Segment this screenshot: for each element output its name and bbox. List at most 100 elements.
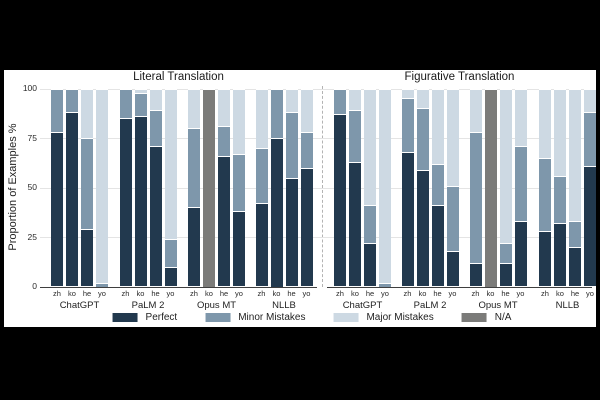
bar-segment-perfect bbox=[416, 169, 429, 287]
x-tick-label-ko: ko bbox=[272, 289, 281, 298]
bar-segment-minor bbox=[584, 112, 596, 166]
x-tick-label-he: he bbox=[433, 289, 442, 298]
bar-segment-minor bbox=[539, 157, 551, 232]
y-tick-label-25: 25 bbox=[27, 231, 37, 242]
bar-segment-minor bbox=[218, 126, 230, 156]
x-tick-label-zh: zh bbox=[257, 289, 266, 298]
group-label-opus-mt: Opus MT bbox=[196, 300, 237, 311]
bar-segment-major bbox=[349, 88, 361, 111]
bar-segment-major bbox=[499, 88, 512, 243]
x-tick-label-yo: yo bbox=[166, 289, 175, 298]
group-label-opus-mt: Opus MT bbox=[478, 300, 518, 311]
bar-segment-perfect bbox=[255, 203, 268, 287]
bar-segment-perfect bbox=[499, 262, 512, 287]
bar-segment-minor bbox=[379, 282, 391, 287]
x-tick-label-ko: ko bbox=[136, 289, 145, 298]
panel-divider bbox=[322, 86, 323, 287]
x-tick-label-ko: ko bbox=[68, 289, 76, 298]
group-label-chatgpt: ChatGPT bbox=[59, 300, 100, 311]
bar-segment-major bbox=[218, 88, 230, 127]
bar-segment-perfect bbox=[164, 266, 177, 287]
bar-segment-perfect bbox=[134, 116, 147, 287]
bar-segment-perfect bbox=[300, 167, 313, 287]
x-tick-label-yo: yo bbox=[302, 289, 311, 298]
bar-segment-perfect bbox=[218, 155, 230, 287]
y-tick-label-0: 0 bbox=[32, 281, 37, 291]
bar-segment-major bbox=[285, 88, 298, 113]
bar-segment-perfect bbox=[446, 250, 459, 287]
bar-segment-perfect bbox=[364, 242, 376, 287]
bar-segment-minor bbox=[188, 128, 200, 208]
panel-title-figurative: Figurative Translation bbox=[404, 71, 515, 83]
bar-segment-major bbox=[379, 88, 391, 283]
group-label-nllb: NLLB bbox=[555, 300, 580, 311]
bar-segment-minor bbox=[270, 88, 283, 138]
bar-segment-perfect bbox=[66, 112, 78, 287]
x-axis-spine-left bbox=[40, 286, 317, 288]
bar-segment-minor bbox=[51, 88, 63, 133]
bar-segment-minor bbox=[164, 239, 177, 267]
bar-segment-perfect bbox=[51, 132, 63, 287]
bar-segment-major bbox=[96, 88, 108, 283]
bar-segment-minor bbox=[446, 185, 459, 251]
legend-swatch-major bbox=[333, 313, 359, 322]
bar-segment-na bbox=[484, 88, 497, 287]
bar-segment-minor bbox=[81, 138, 93, 230]
bar-segment-perfect bbox=[569, 246, 581, 287]
bar-segment-major bbox=[514, 88, 527, 146]
y-tick-label-100: 100 bbox=[22, 83, 37, 93]
bar-segment-minor bbox=[514, 145, 527, 222]
bar-segment-major bbox=[539, 88, 551, 158]
panel-title-literal: Literal Translation bbox=[133, 71, 224, 83]
x-tick-label-ko: ko bbox=[486, 289, 495, 298]
bar-segment-na bbox=[203, 88, 215, 287]
x-tick-label-ko: ko bbox=[351, 289, 359, 298]
x-tick-label-zh: zh bbox=[336, 289, 344, 298]
bar-segment-minor bbox=[401, 98, 414, 152]
legend-label-perfect: Perfect bbox=[145, 312, 178, 323]
bar-segment-major bbox=[569, 88, 581, 222]
bar-segment-perfect bbox=[149, 145, 162, 287]
bar-segment-major bbox=[431, 88, 444, 164]
bar-segment-major bbox=[364, 88, 376, 206]
bar-segment-minor bbox=[134, 92, 147, 117]
bar-segment-major bbox=[81, 88, 93, 138]
bar-segment-perfect bbox=[401, 151, 414, 287]
bar-segment-major bbox=[469, 88, 482, 133]
bar-segment-minor bbox=[96, 282, 108, 287]
bar-segment-minor bbox=[416, 108, 429, 170]
bar-segment-minor bbox=[554, 175, 566, 224]
bar-segment-major bbox=[554, 88, 566, 176]
x-tick-label-yo: yo bbox=[586, 289, 594, 298]
x-tick-label-ko: ko bbox=[205, 289, 213, 298]
bar-segment-minor bbox=[334, 88, 346, 115]
legend-swatch-na bbox=[461, 313, 487, 322]
group-label-chatgpt: ChatGPT bbox=[342, 300, 383, 311]
bar-segment-minor bbox=[569, 221, 581, 247]
bar-segment-major bbox=[134, 88, 147, 93]
x-tick-label-yo: yo bbox=[98, 289, 106, 298]
bar-segment-major bbox=[446, 88, 459, 186]
bar-segment-minor bbox=[469, 132, 482, 263]
legend-swatch-perfect bbox=[112, 313, 138, 322]
bar-segment-minor bbox=[233, 153, 245, 212]
group-label-nllb: NLLB bbox=[272, 300, 296, 311]
x-tick-label-yo: yo bbox=[381, 289, 389, 298]
group-label-palm-2: PaLM 2 bbox=[413, 300, 447, 311]
x-tick-label-he: he bbox=[570, 289, 580, 298]
legend-swatch-minor bbox=[205, 313, 231, 322]
bar-segment-major bbox=[164, 88, 177, 239]
y-gridline-50 bbox=[40, 187, 592, 189]
x-tick-label-he: he bbox=[287, 289, 296, 298]
bar-segment-major bbox=[233, 88, 245, 154]
bar-segment-minor bbox=[285, 112, 298, 178]
bar-segment-minor bbox=[66, 88, 78, 113]
bar-segment-perfect bbox=[81, 229, 93, 287]
x-tick-label-yo: yo bbox=[235, 289, 243, 298]
legend-item-minor: Minor Mistakes bbox=[205, 312, 305, 323]
legend-label-minor: Minor Mistakes bbox=[238, 312, 306, 323]
legend-item-perfect: Perfect bbox=[112, 312, 178, 323]
x-tick-label-he: he bbox=[82, 289, 92, 298]
bar-segment-minor bbox=[364, 205, 376, 243]
